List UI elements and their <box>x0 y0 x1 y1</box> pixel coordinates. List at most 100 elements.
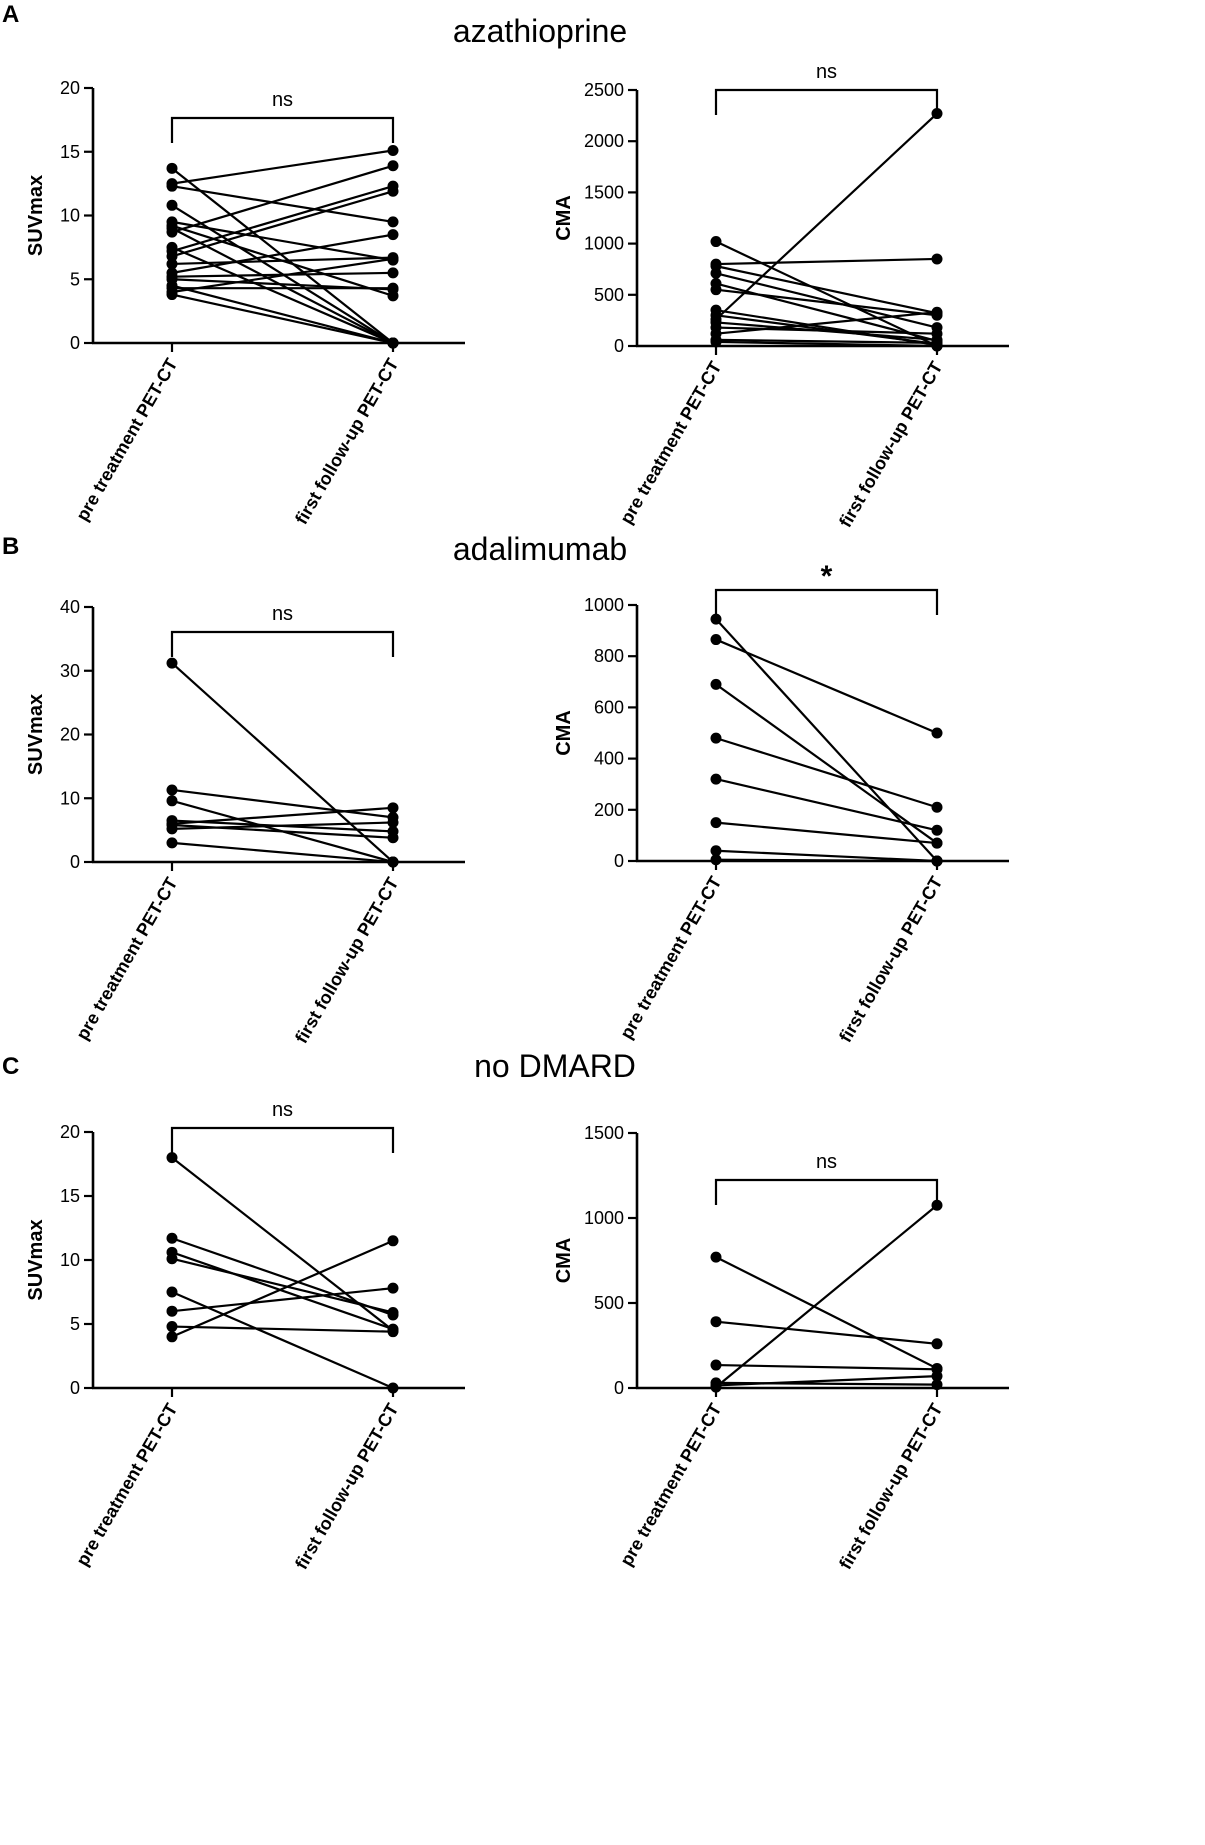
significance-label: ns <box>816 1151 837 1173</box>
paired-line <box>171 233 394 274</box>
y-tick-label: 0 <box>70 1378 80 1398</box>
data-point-post <box>931 855 943 867</box>
data-point-pre <box>166 199 178 211</box>
data-point-pre <box>166 1152 178 1164</box>
data-point-pre <box>166 162 178 174</box>
y-tick-label: 40 <box>60 597 80 617</box>
x-category-label: first follow-up PET-CT <box>291 874 402 1047</box>
x-category-label: pre treatment PET-CT <box>616 358 725 527</box>
data-point-pre <box>166 784 178 796</box>
panel-letter-c: C <box>2 1053 19 1080</box>
y-tick-label: 500 <box>594 1293 624 1313</box>
data-point-pre <box>166 657 178 669</box>
data-point-post <box>931 1338 943 1350</box>
paired-line <box>171 1290 394 1390</box>
data-point-pre <box>710 634 722 646</box>
significance-label: ns <box>816 61 837 83</box>
data-point-pre <box>166 1305 178 1317</box>
y-tick-label: 2000 <box>584 131 624 151</box>
y-tick-label: 600 <box>594 697 624 717</box>
x-category-label: pre treatment PET-CT <box>616 873 725 1042</box>
data-point-post <box>387 832 399 844</box>
paired-line <box>171 841 394 864</box>
y-tick-label: 20 <box>60 78 80 98</box>
paired-line <box>715 778 938 832</box>
y-tick-label: 1000 <box>584 1208 624 1228</box>
y-tick-label: 20 <box>60 1122 80 1142</box>
data-point-pre <box>710 1316 722 1328</box>
y-axis-title: SUVmax <box>25 175 47 256</box>
data-point-post <box>387 1306 399 1318</box>
data-point-post <box>931 801 943 813</box>
data-point-post <box>387 1235 399 1247</box>
paired-line <box>171 1239 394 1338</box>
data-point-pre <box>166 1253 178 1265</box>
paired-line <box>171 293 394 345</box>
paired-line <box>715 1256 938 1370</box>
significance-bracket <box>714 588 939 615</box>
significance-label: ns <box>272 603 293 625</box>
data-point-post <box>387 1326 399 1338</box>
paired-line <box>171 1325 394 1333</box>
chart-b-suvmax: 0 10 20 30 40 pre treatment PET-CT first follo… <box>25 597 465 1047</box>
data-point-pre <box>710 236 722 248</box>
y-tick-label: 15 <box>60 142 80 162</box>
data-point-post <box>931 306 943 318</box>
data-point-pre <box>710 678 722 690</box>
data-point-post <box>387 144 399 156</box>
y-tick-label: 1500 <box>584 1123 624 1143</box>
significance-label: ns <box>272 89 293 111</box>
significance-bracket <box>170 1126 395 1153</box>
y-tick-label: 5 <box>70 1314 80 1334</box>
data-point-post <box>387 160 399 172</box>
paired-line <box>171 149 394 185</box>
y-tick-label: 10 <box>60 206 80 226</box>
y-tick-label: 2500 <box>584 80 624 100</box>
y-tick-label: 1000 <box>584 234 624 254</box>
y-axis-title: CMA <box>553 1238 575 1284</box>
data-point-post <box>387 185 399 197</box>
chart-b-cma: 0 200 400 600 800 1000 pre treatment PET-CT fir… <box>553 560 1009 1046</box>
data-point-post <box>931 328 943 340</box>
data-point-post <box>931 340 943 352</box>
data-point-pre <box>710 854 722 866</box>
y-tick-label: 200 <box>594 800 624 820</box>
data-point-post <box>387 282 399 294</box>
y-axis-title: SUVmax <box>25 1219 47 1300</box>
y-tick-label: 5 <box>70 269 80 289</box>
significance-label: ns <box>272 1099 293 1121</box>
panel-title-a: azathioprine <box>453 13 627 49</box>
data-point-pre <box>166 180 178 192</box>
data-point-pre <box>710 1359 722 1371</box>
paired-line <box>171 256 394 266</box>
paired-line <box>715 849 938 863</box>
paired-line <box>715 683 938 844</box>
data-point-post <box>931 1379 943 1391</box>
data-point-pre <box>166 289 178 301</box>
y-tick-label: 1500 <box>584 182 624 202</box>
data-point-post <box>387 337 399 349</box>
data-point-pre <box>710 732 722 744</box>
paired-line <box>715 265 938 315</box>
paired-line <box>171 227 394 344</box>
data-point-pre <box>710 817 722 829</box>
x-category-label: first follow-up PET-CT <box>835 358 946 531</box>
chart-c-suvmax: 0 5 10 15 20 pre treatment PET-CT first follow… <box>25 1099 465 1573</box>
data-point-pre <box>710 284 722 296</box>
chart-c-cma: 0 500 1000 1500 pre treatment PET-CT first fo… <box>553 1123 1009 1573</box>
data-point-post <box>387 253 399 265</box>
paired-line <box>715 1204 938 1388</box>
panel-title-b: adalimumab <box>453 531 627 567</box>
data-point-pre <box>166 1321 178 1333</box>
x-category-label: pre treatment PET-CT <box>72 1400 181 1569</box>
panel-letter-b: B <box>2 533 19 560</box>
chart-a-cma: 0 500 1000 1500 2000 2500 pre treatment PET-CT… <box>553 61 1009 531</box>
chart-a-suvmax: 0 5 10 15 20 pre treatment PET-CT first follow… <box>25 78 465 528</box>
y-tick-label: 15 <box>60 1186 80 1206</box>
paired-line <box>171 1257 394 1314</box>
data-point-post <box>931 837 943 849</box>
paired-line <box>715 821 938 845</box>
x-category-label: pre treatment PET-CT <box>72 874 181 1043</box>
y-tick-label: 800 <box>594 646 624 666</box>
data-point-pre <box>710 1251 722 1263</box>
